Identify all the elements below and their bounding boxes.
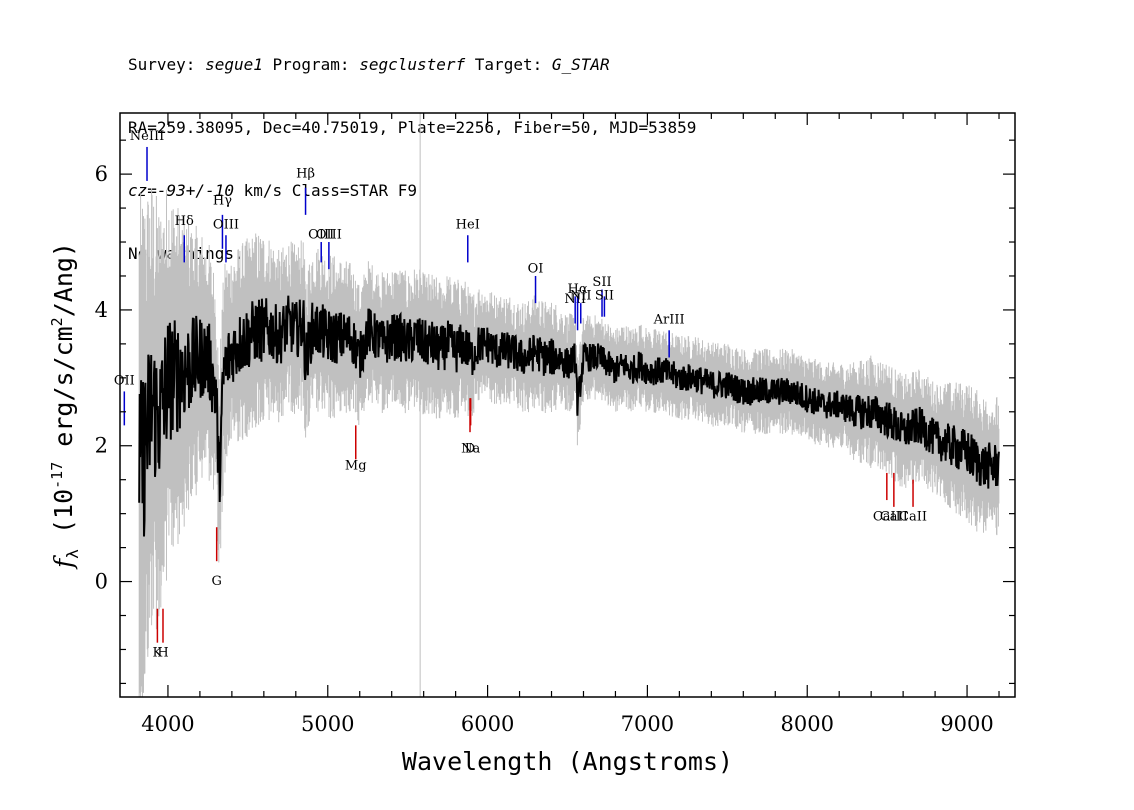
absorption-line-label: CaII xyxy=(880,509,908,524)
emission-line-label: ArIII xyxy=(653,313,685,328)
emission-line-label: NII xyxy=(570,289,592,304)
flux-line xyxy=(138,295,1000,537)
plot-frame xyxy=(119,112,1016,698)
emission-line-label: Hβ xyxy=(296,167,315,182)
emission-line-label: Hα xyxy=(568,282,588,297)
x-tick-label: 7000 xyxy=(621,712,674,736)
survey-label: Survey: xyxy=(128,55,206,74)
absorption-line-label: CaII xyxy=(899,509,927,524)
absorption-line-label: K xyxy=(153,645,163,660)
emission-line-label: OIII xyxy=(316,228,342,243)
axis-ticks xyxy=(120,113,1015,697)
flux-series xyxy=(138,295,1000,537)
absorption-line-label: G xyxy=(211,574,221,589)
y-axis-title-text: fλ (10-17 erg/s/cm2/Ang) xyxy=(48,242,82,570)
x-tick-label: 9000 xyxy=(940,712,993,736)
x-tick-label: 6000 xyxy=(461,712,514,736)
class-value: km/s Class=STAR F9 xyxy=(233,181,417,200)
absorption-line-label: Mg xyxy=(345,459,367,474)
spectral-line-markers: NeIIIHδHγOIIIHβOIIIOIIIHeIOINIIHαNIISIIS… xyxy=(114,129,927,660)
absorption-line-label: CaII xyxy=(873,509,901,524)
header-line-coordinates: RA=259.38095, Dec=40.75019, Plate=2256, … xyxy=(128,118,697,137)
emission-line-label: OIII xyxy=(213,217,239,232)
emission-line-label: NeIII xyxy=(130,129,164,144)
error-series xyxy=(138,113,1000,697)
x-tick-label: 4000 xyxy=(141,712,194,736)
y-tick-label: 0 xyxy=(95,570,108,594)
x-tick-label: 5000 xyxy=(301,712,354,736)
emission-line-label: OII xyxy=(114,374,135,389)
absorption-line-label: D xyxy=(465,442,475,457)
error-band xyxy=(138,188,1000,697)
absorption-line-label: H xyxy=(157,645,168,660)
emission-line-label: OI xyxy=(528,262,544,277)
emission-line-label: HeI xyxy=(456,217,480,232)
y-tick-label: 2 xyxy=(95,434,108,458)
survey-value: segue1 xyxy=(205,55,263,74)
emission-line-label: OIII xyxy=(308,228,334,243)
emission-line-label: Hδ xyxy=(175,214,194,229)
absorption-line-label: Na xyxy=(461,442,480,457)
axis-tick-labels: 4000 5000 6000 7000 8000 9000 0 2 4 6 xyxy=(95,162,994,736)
cz-value: cz=-93+/-10 xyxy=(128,181,234,200)
header-line-survey: Survey: segue1 Program: segclusterf Targ… xyxy=(128,54,696,75)
y-tick-label: 6 xyxy=(95,162,108,186)
x-axis-title: Wavelength (Angstroms) xyxy=(402,747,733,776)
header-line-redshift: cz=-93+/-10 km/s Class=STAR F9 xyxy=(128,180,696,201)
program-label: Program: xyxy=(262,55,360,74)
program-value: segclusterf xyxy=(359,55,466,74)
x-tick-label: 8000 xyxy=(781,712,834,736)
spectrum-header: Survey: segue1 Program: segclusterf Targ… xyxy=(128,12,696,285)
y-axis-title: fλ (10-17 erg/s/cm2/Ang) xyxy=(48,242,82,570)
y-tick-label: 4 xyxy=(95,298,108,322)
emission-line-label: Hγ xyxy=(213,194,232,209)
emission-line-label: SII xyxy=(592,275,611,290)
target-value: G_STAR xyxy=(551,55,610,74)
emission-line-label: SII xyxy=(595,289,614,304)
target-label: Target: xyxy=(465,55,552,74)
